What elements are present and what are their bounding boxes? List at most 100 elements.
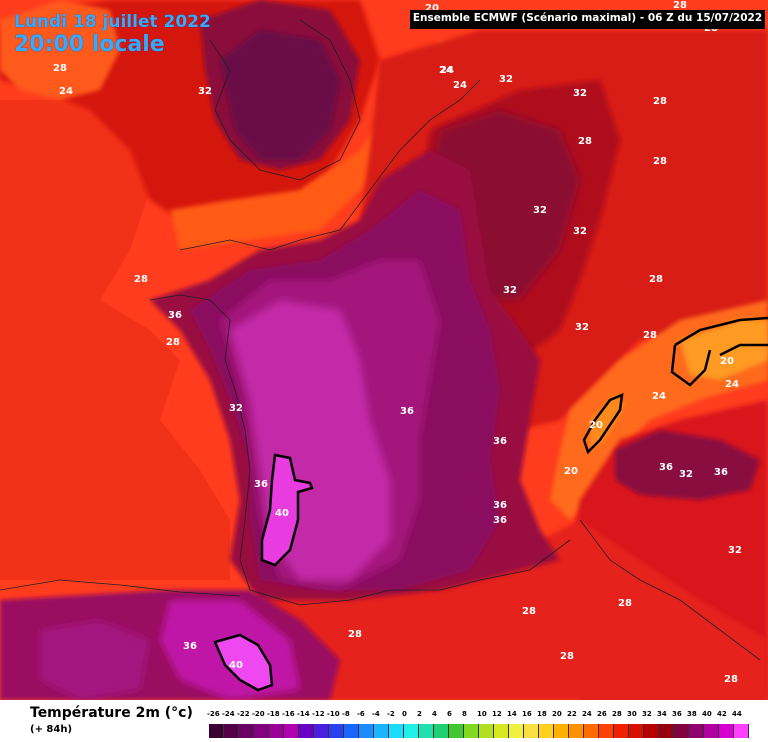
- legend-color-cell: [614, 724, 629, 738]
- isotherm-label: 32: [229, 403, 243, 414]
- legend-color-cell: [494, 724, 509, 738]
- legend-tick-label: 14: [507, 710, 517, 718]
- isotherm-40-spain: [213, 633, 274, 692]
- legend-color-cell: [224, 724, 239, 738]
- legend-color-cell: [719, 724, 734, 738]
- coastline-channel: [179, 79, 481, 251]
- legend-title: Température 2m (°c): [30, 705, 193, 721]
- legend-tick-label: 4: [432, 710, 437, 718]
- isotherm-label: 36: [168, 310, 182, 321]
- legend-tick-label: 10: [477, 710, 487, 718]
- isotherm-label: 24: [59, 86, 73, 97]
- legend-tick-label: 24: [582, 710, 592, 718]
- legend-color-cell: [284, 724, 299, 738]
- isotherm-label: 32: [198, 86, 212, 97]
- legend-color-cell: [209, 724, 224, 738]
- legend-ticks: -26 -24 -22 -20 -18 -16 -14 -12 -10 -8 -6 -4 -2 0 2 4 6 8…: [201, 710, 761, 722]
- coastline-spain: [0, 579, 241, 597]
- legend-color-cell: [254, 724, 269, 738]
- isotherm-label: 28: [53, 63, 67, 74]
- legend-tick-label: -24: [222, 710, 235, 718]
- legend-lead-time: (+ 84h): [30, 724, 73, 735]
- legend-tick-label: -16: [282, 710, 295, 718]
- isotherm-label: 28: [560, 651, 574, 662]
- legend-tick-label: -2: [387, 710, 395, 718]
- alps-cold-zone: [680, 320, 768, 380]
- legend-tick-label: 0: [402, 710, 407, 718]
- isotherm-label: 32: [679, 469, 693, 480]
- isotherm-label: 36: [254, 479, 268, 490]
- legend-tick-label: 28: [612, 710, 622, 718]
- legend-tick-label: 16: [522, 710, 532, 718]
- legend-color-cell: [539, 724, 554, 738]
- legend-tick-label: 26: [597, 710, 607, 718]
- isotherm-label: 28: [348, 629, 362, 640]
- legend-tick-label: -10: [327, 710, 340, 718]
- isotherm-label: 36: [400, 406, 414, 417]
- legend-color-cell: [479, 724, 494, 738]
- isotherm-label: 28: [618, 598, 632, 609]
- isotherm-label: 24: [440, 65, 454, 76]
- legend-color-cell: [569, 724, 584, 738]
- legend-color-cell: [269, 724, 284, 738]
- isotherm-labels: 24 28 24 32 20 24 28 32 32 28 28 28 32 32 24 28 32 36 28 32…: [53, 0, 742, 685]
- legend-tick-label: 32: [642, 710, 652, 718]
- isotherm-label: 20: [720, 356, 734, 367]
- legend-color-cell: [389, 724, 404, 738]
- legend-panel: Température 2m (°c) (+ 84h) -26 -24 -22 -20…: [0, 700, 768, 742]
- legend-tick-label: 44: [732, 710, 742, 718]
- isotherm-label: 28: [166, 337, 180, 348]
- isotherm-label: 32: [533, 205, 547, 216]
- legend-tick-label: -22: [237, 710, 250, 718]
- legend-tick-label: 8: [462, 710, 467, 718]
- coastline-uk: [209, 19, 361, 181]
- legend-color-cell: [404, 724, 419, 738]
- legend-color-cell: [434, 724, 449, 738]
- legend-tick-label: -20: [252, 710, 265, 718]
- legend-color-bar: [209, 724, 749, 738]
- isotherm-label: 32: [573, 88, 587, 99]
- legend-tick-label: -12: [312, 710, 325, 718]
- isotherm-label: 36: [493, 436, 507, 447]
- legend-tick-label: 38: [687, 710, 697, 718]
- isotherm-20-alps-west: [582, 393, 624, 455]
- legend-color-cell: [554, 724, 569, 738]
- alps-west-cold-zone: [590, 395, 625, 450]
- legend-tick-label: -26: [207, 710, 220, 718]
- ireland-zone: [0, 0, 120, 100]
- legend-tick-label: 34: [657, 710, 667, 718]
- isotherm-label: 28: [522, 606, 536, 617]
- isotherm-20-alps-east: [670, 316, 768, 387]
- legend-color-cell: [689, 724, 704, 738]
- model-info-box: Ensemble ECMWF (Scénario maximal) - 06 Z…: [410, 10, 765, 29]
- legend-tick-label: -18: [267, 710, 280, 718]
- isotherm-label: 40: [275, 508, 289, 519]
- coastline-italy: [579, 519, 761, 661]
- isotherm-label: 28: [649, 274, 663, 285]
- isotherm-label: 32: [503, 285, 517, 296]
- isotherm-label: 24: [453, 80, 467, 91]
- legend-color-cell: [374, 724, 389, 738]
- isotherm-label: 36: [714, 467, 728, 478]
- legend-tick-label: 42: [717, 710, 727, 718]
- isotherm-label: 40: [229, 660, 243, 671]
- legend-tick-label: 30: [627, 710, 637, 718]
- legend-color-cell: [509, 724, 524, 738]
- isotherm-label: 32: [573, 226, 587, 237]
- isotherm-label: 28: [653, 156, 667, 167]
- date-label: Lundi 18 juillet 2022: [14, 12, 211, 32]
- mediterranean-zone: [240, 520, 768, 700]
- legend-tick-label: 6: [447, 710, 452, 718]
- temperature-map: 24 28 24 32 20 24 28 32 32 28 28 28 32 32 24 28 32 36 28 32…: [0, 0, 768, 700]
- legend-color-cell: [329, 724, 344, 738]
- legend-color-cell: [314, 724, 329, 738]
- legend-color-cell: [419, 724, 434, 738]
- legend-color-cell: [734, 724, 749, 738]
- isotherm-label: 36: [493, 500, 507, 511]
- legend-tick-label: 2: [417, 710, 422, 718]
- legend-color-cell: [524, 724, 539, 738]
- isotherm-label: 36: [493, 515, 507, 526]
- time-label: 20:00 locale: [14, 32, 165, 57]
- legend-tick-label: 36: [672, 710, 682, 718]
